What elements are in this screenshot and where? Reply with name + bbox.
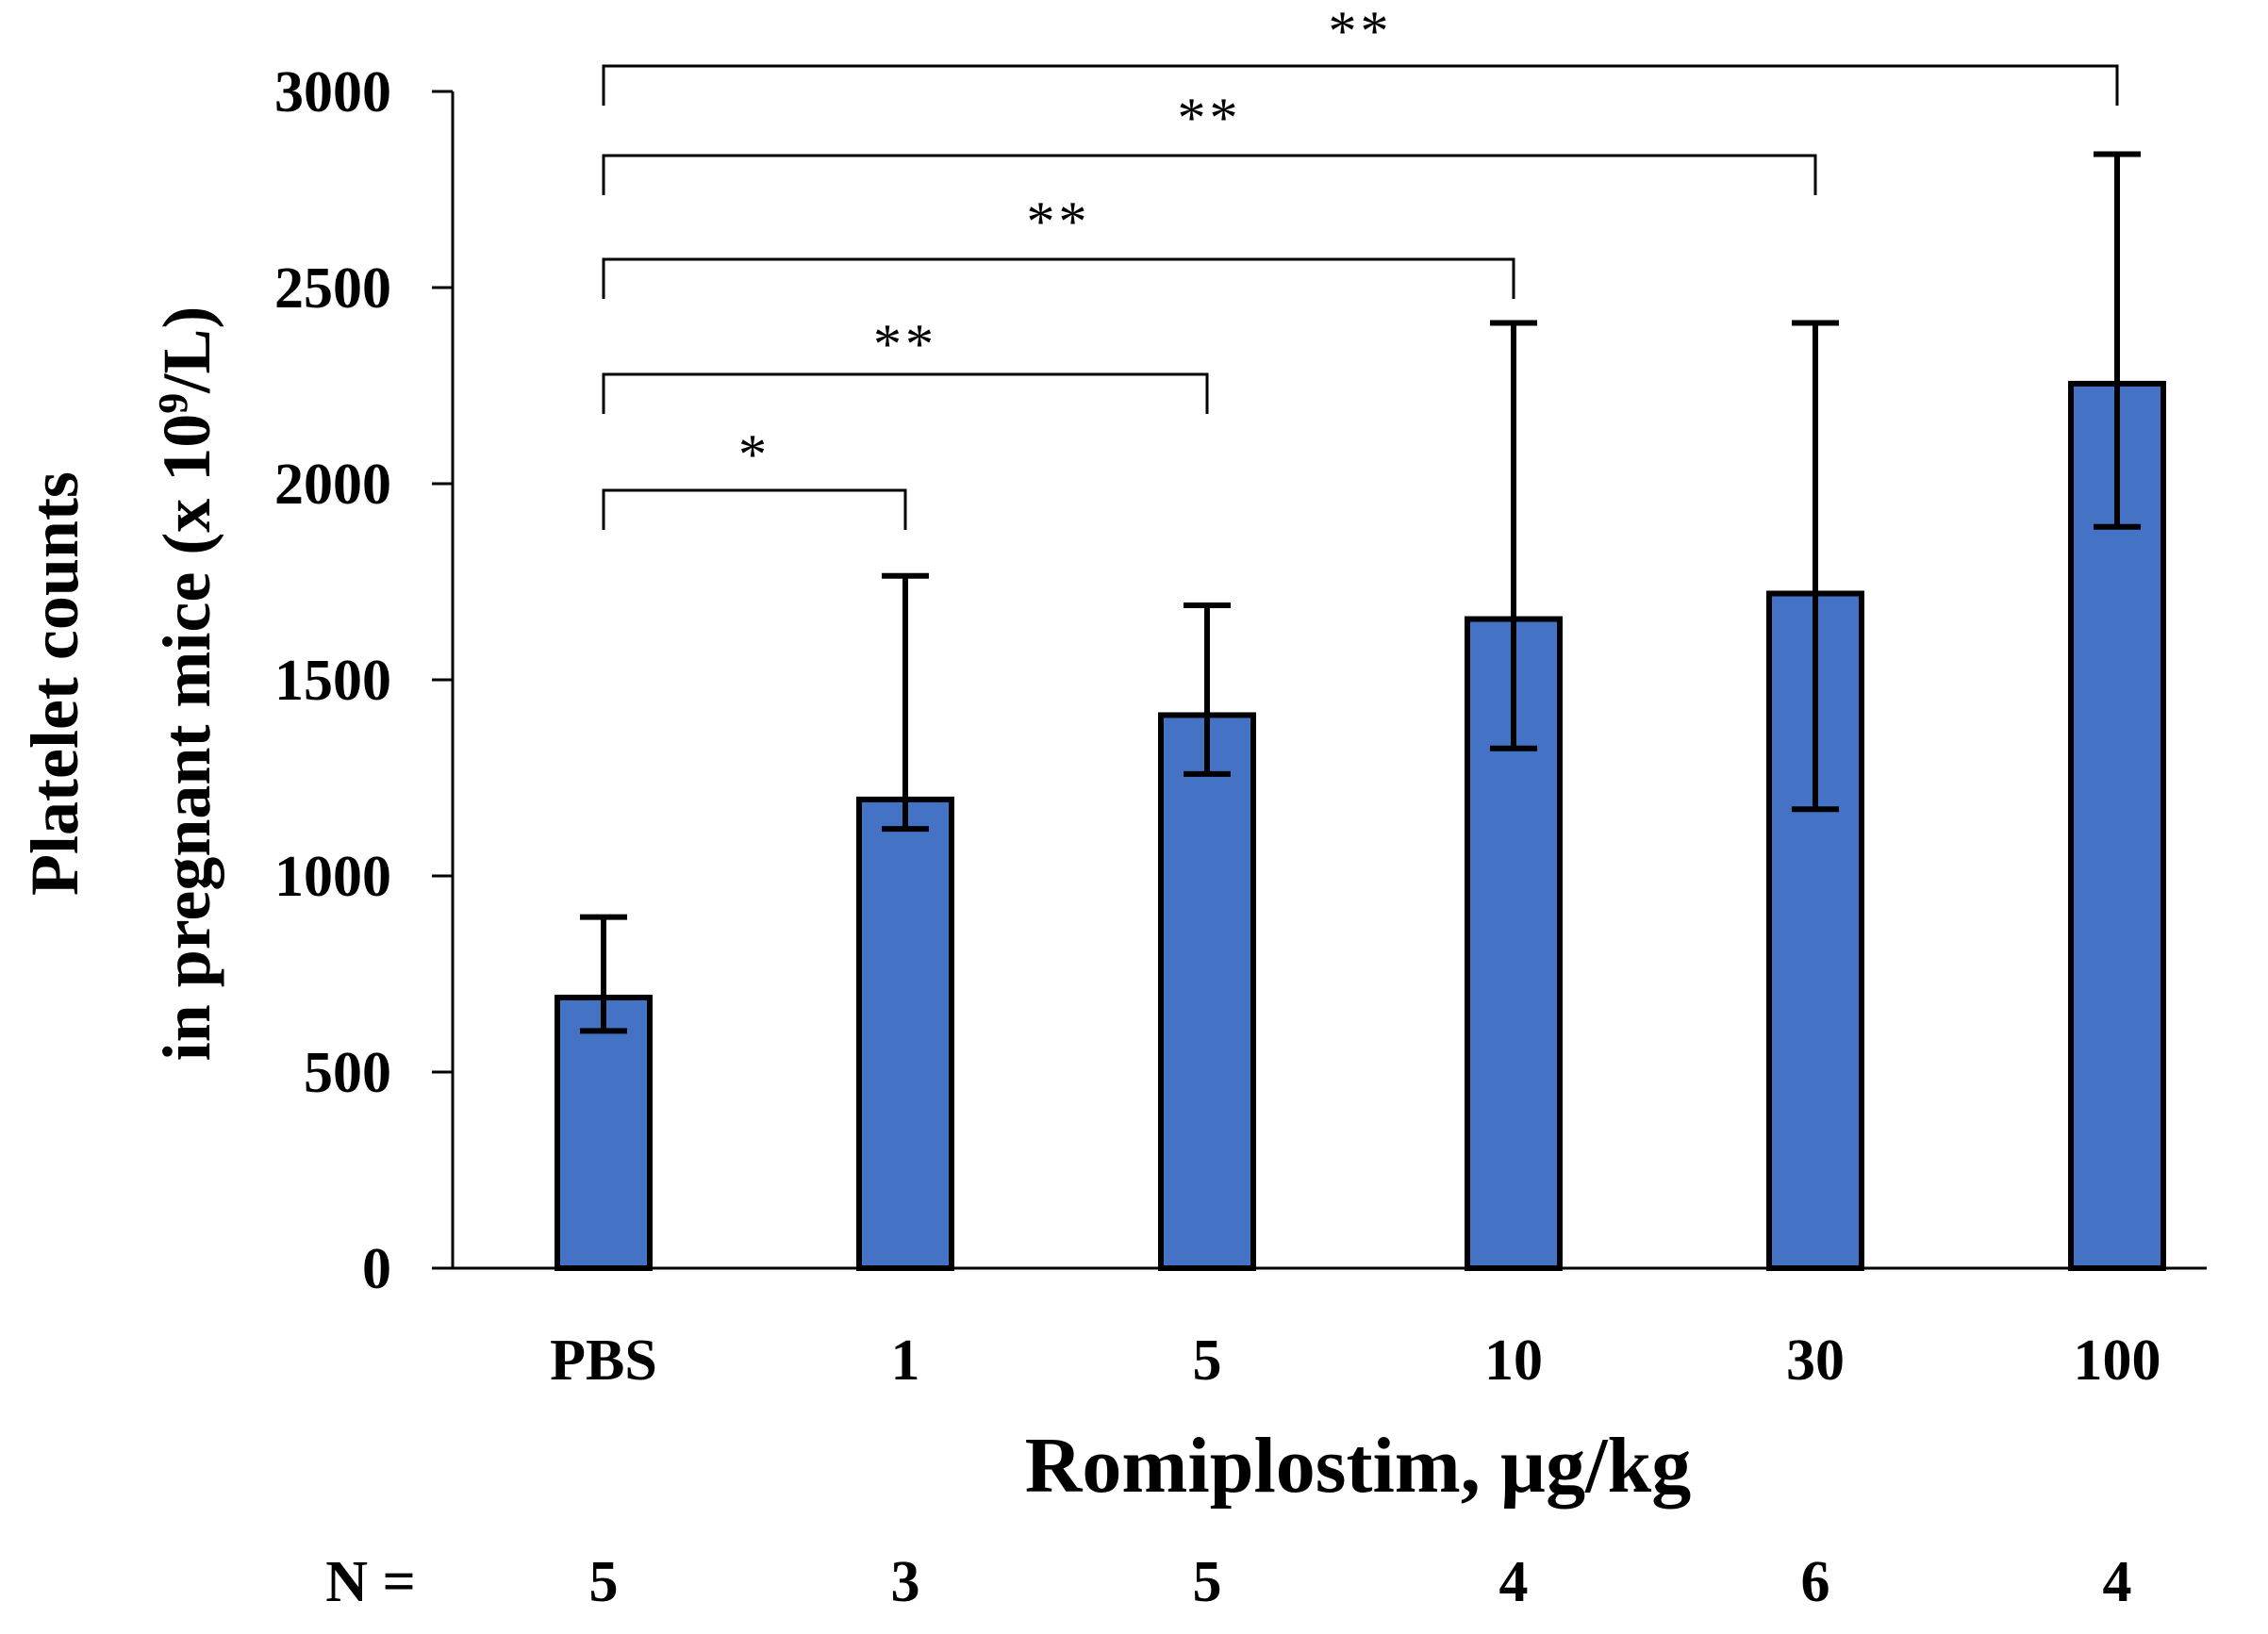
x-axis-label: Romiplostim, µg/kg xyxy=(1025,1422,1691,1510)
error-bar-10 xyxy=(1490,320,1537,751)
y-axis-label-line1: Platelet counts xyxy=(17,471,92,896)
y-tick-label: 1500 xyxy=(274,649,391,713)
bracket-line xyxy=(602,488,907,530)
n-value: 4 xyxy=(2103,1550,2132,1614)
bracket-line xyxy=(602,372,1209,414)
n-value: 5 xyxy=(1193,1550,1222,1614)
error-bar-1 xyxy=(882,572,929,833)
n-value: 3 xyxy=(891,1550,920,1614)
significance-bracket-30: ** xyxy=(602,87,1817,195)
error-bars-layer xyxy=(580,151,2141,1034)
n-value: 5 xyxy=(589,1550,619,1614)
x-tick-label: PBS xyxy=(550,1329,657,1393)
y-tick-label: 3000 xyxy=(274,60,391,124)
bar-pbs xyxy=(555,994,653,1271)
error-bar-pbs xyxy=(580,914,627,1034)
y-axis-label-superscript: 9 xyxy=(150,393,196,414)
y-axis-label-main: in pregnant mice (x 10 xyxy=(149,414,224,1062)
significance-marker: ** xyxy=(1329,0,1393,62)
y-tick-label: 500 xyxy=(304,1041,391,1105)
bar-5 xyxy=(1158,712,1256,1271)
significance-bracket-10: ** xyxy=(602,190,1515,299)
y-tick-label: 1000 xyxy=(274,845,391,909)
significance-bracket-1: * xyxy=(602,423,907,530)
y-axis-label-unit: /L) xyxy=(149,306,224,394)
significance-bracket-100: ** xyxy=(602,0,2119,106)
x-tick-label: 100 xyxy=(2074,1329,2161,1393)
x-tick-label: 10 xyxy=(1484,1329,1543,1393)
error-bar-5 xyxy=(1184,602,1231,777)
n-value: 6 xyxy=(1801,1550,1830,1614)
bracket-line xyxy=(602,257,1515,299)
y-axis-label-line2: in pregnant mice (x 109/L) xyxy=(149,306,224,1062)
bar-1 xyxy=(856,796,954,1271)
significance-marker: ** xyxy=(873,313,937,375)
significance-marker: * xyxy=(738,423,770,486)
x-tick-label: 1 xyxy=(891,1329,920,1393)
x-tick-label: 30 xyxy=(1786,1329,1845,1393)
error-bar-30 xyxy=(1792,320,1839,813)
significance-marker: ** xyxy=(1027,190,1091,253)
significance-bracket-5: ** xyxy=(602,313,1209,414)
x-tick-label: 5 xyxy=(1193,1329,1222,1393)
y-tick-label: 2000 xyxy=(274,453,391,517)
error-bar-100 xyxy=(2094,151,2141,530)
n-label: N = xyxy=(325,1550,416,1614)
bracket-line xyxy=(602,154,1817,195)
y-tick-label: 0 xyxy=(362,1237,391,1301)
axes-layer: 0 500 1000 1500 2000 2500 3000 xyxy=(274,60,2207,1301)
n-value: 4 xyxy=(1499,1550,1529,1614)
significance-layer: ********* xyxy=(602,0,2119,530)
significance-marker: ** xyxy=(1178,87,1242,149)
labels-layer: Platelet counts in pregnant mice (x 109/… xyxy=(17,306,2161,1614)
bars-layer xyxy=(555,380,2166,1272)
y-tick-label: 2500 xyxy=(274,256,391,321)
bracket-line xyxy=(602,64,2119,106)
